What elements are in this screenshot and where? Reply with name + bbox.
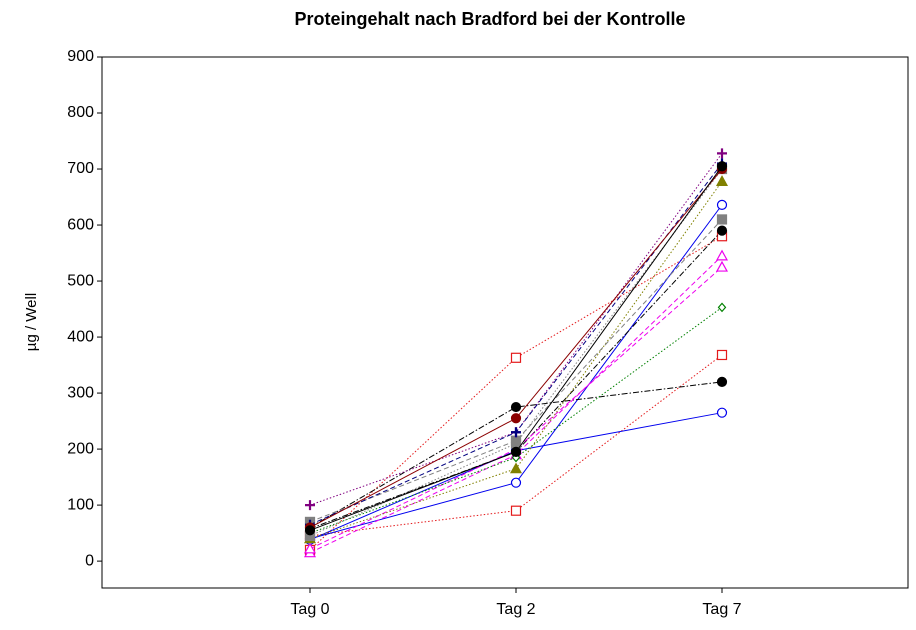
x-tick-label: Tag 2 <box>496 601 535 618</box>
y-tick-label: 800 <box>67 104 94 121</box>
series-line <box>309 168 723 528</box>
y-tick-label: 700 <box>67 160 94 177</box>
marker <box>511 427 521 438</box>
y-tick-label: 900 <box>67 48 94 65</box>
marker <box>716 214 728 225</box>
marker <box>510 401 522 413</box>
marker <box>510 413 522 424</box>
marker <box>509 462 523 474</box>
marker <box>717 302 727 313</box>
marker <box>716 225 728 236</box>
plot-frame <box>101 56 909 589</box>
marker <box>716 349 728 361</box>
y-tick-label: 400 <box>67 328 94 345</box>
marker <box>717 148 727 159</box>
y-tick-label: 600 <box>67 216 94 233</box>
y-tick-label: 300 <box>67 384 94 401</box>
series-line <box>309 165 723 531</box>
y-axis-label: µg / Well <box>23 293 40 351</box>
marker <box>715 175 729 186</box>
marker <box>510 505 522 516</box>
chart-title: Proteingehalt nach Bradford bei der Kont… <box>294 9 685 29</box>
series-line <box>309 204 723 540</box>
y-tick-label: 500 <box>67 272 94 289</box>
series-line <box>309 235 723 551</box>
marker <box>715 249 729 261</box>
marker <box>715 260 729 272</box>
marker <box>716 199 728 210</box>
series-line <box>309 219 723 523</box>
marker <box>304 525 316 536</box>
marker <box>510 438 522 449</box>
x-tick-label: Tag 0 <box>290 601 329 618</box>
marker <box>510 446 522 457</box>
marker <box>510 477 522 488</box>
y-tick-label: 0 <box>85 552 94 569</box>
marker <box>716 376 728 387</box>
y-tick-label: 200 <box>67 440 94 457</box>
marker <box>716 161 728 172</box>
y-tick-label: 100 <box>67 496 94 513</box>
series-line <box>309 306 723 534</box>
marker <box>510 352 522 363</box>
marker <box>303 542 317 554</box>
marker <box>305 500 315 511</box>
x-tick-label: Tag 7 <box>702 601 741 618</box>
marker <box>716 407 728 418</box>
